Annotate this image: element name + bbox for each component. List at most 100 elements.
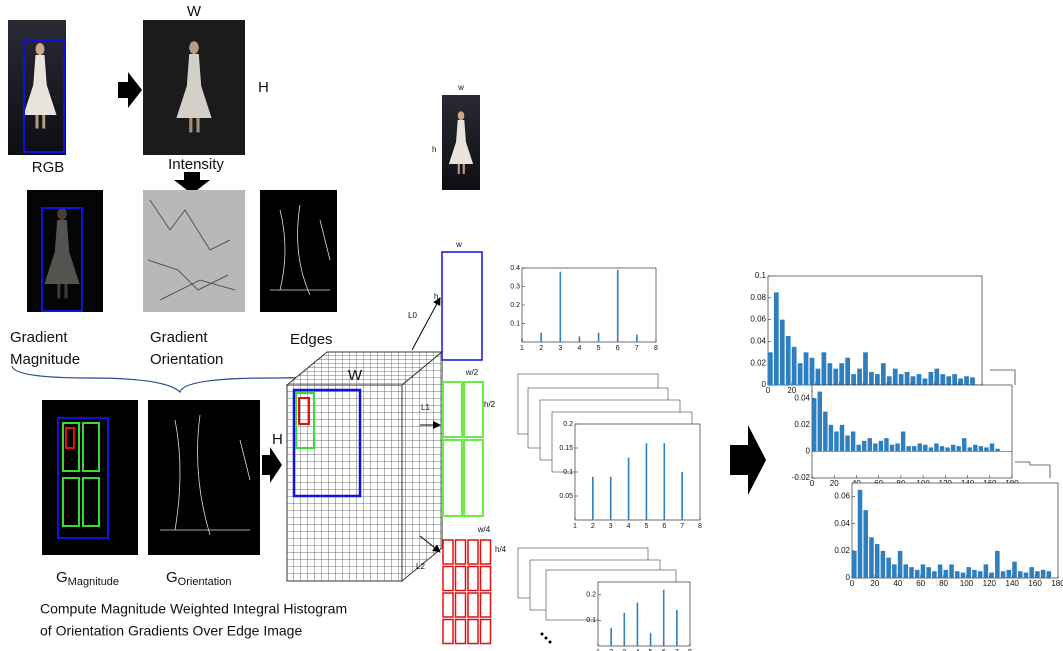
x-tick-label: 0 (766, 386, 771, 395)
bar (956, 446, 960, 451)
bar (792, 347, 797, 385)
y-tick-label: 0.4 (510, 265, 520, 272)
bar (951, 445, 955, 452)
l2-cell (443, 567, 453, 591)
bar (868, 438, 872, 451)
arrow (730, 425, 766, 495)
bar (1041, 570, 1046, 578)
x-tick-label: 6 (662, 523, 666, 530)
x-tick-label: 3 (609, 523, 613, 530)
bar (1018, 571, 1023, 578)
y-tick-label: 0.04 (834, 519, 850, 528)
l2-cell (468, 567, 478, 591)
bar (887, 376, 892, 385)
arrow (262, 447, 282, 483)
patch-image (442, 95, 480, 190)
bar (978, 571, 983, 578)
w-label: W (187, 3, 202, 20)
bar (904, 564, 909, 578)
x-tick-label: 6 (616, 345, 620, 352)
bar (857, 369, 862, 385)
bar (845, 358, 850, 385)
x-tick-label: 4 (577, 345, 581, 352)
y-tick-label: 0.15 (559, 445, 573, 452)
y-tick-label: 0 (806, 447, 811, 456)
bar (845, 435, 849, 451)
caption: of Orientation Gradients Over Edge Image (40, 623, 302, 639)
g-sub: Orientation (178, 576, 232, 588)
level-w: w (455, 240, 462, 249)
x-tick-label: 60 (916, 579, 925, 588)
bar (970, 377, 975, 385)
bar (610, 477, 612, 520)
x-tick-label: 20 (870, 579, 879, 588)
bar (610, 628, 612, 646)
l2-cell (468, 620, 478, 644)
g-orientation-image (148, 400, 260, 555)
bar (623, 613, 625, 646)
bar (961, 573, 966, 578)
bar (636, 335, 638, 342)
bar (1035, 571, 1040, 578)
caption: Compute Magnitude Weighted Integral Hist… (40, 601, 347, 617)
bar (995, 551, 1000, 578)
bar (834, 432, 838, 452)
bar (893, 369, 898, 385)
bar (926, 567, 931, 578)
gradient-magnitude-label: Gradient (10, 329, 68, 346)
bar (944, 570, 949, 578)
bar (884, 438, 888, 451)
g-magnitude-image (42, 400, 138, 555)
level-h: h (434, 292, 438, 301)
bar (901, 432, 905, 452)
bar (989, 573, 994, 578)
bar (598, 333, 600, 342)
bar (856, 445, 860, 452)
bar (646, 443, 648, 520)
g-main: G (56, 569, 68, 586)
bar (899, 374, 904, 385)
x-tick-label: 160 (1028, 579, 1042, 588)
bar (839, 363, 844, 385)
y-tick-label: 0.1 (586, 617, 596, 624)
l2-cell (481, 620, 491, 644)
bar (650, 633, 652, 646)
x-tick-label: 40 (893, 579, 902, 588)
ellipsis (541, 633, 552, 644)
y-tick-label: 0.1 (563, 469, 573, 476)
bar (945, 447, 949, 451)
gradient-magnitude-label: Magnitude (10, 351, 80, 368)
bar (898, 551, 903, 578)
l1-boxes (443, 382, 483, 516)
g-magnitude-label: GMagnitude (56, 569, 119, 588)
bar (628, 458, 630, 520)
y-tick-label: 0.04 (794, 393, 810, 402)
l2-cell (456, 620, 466, 644)
x-tick-label: 100 (960, 579, 974, 588)
bar (949, 564, 954, 578)
figure: RGB W H Intensity Gradient Magnitude Gra… (0, 0, 1063, 651)
edges-label: Edges (290, 331, 333, 348)
level-w: w/4 (477, 525, 491, 534)
bar (979, 446, 983, 451)
x-tick-label: 7 (680, 523, 684, 530)
rgb-label: RGB (32, 159, 65, 176)
bar (663, 443, 665, 520)
x-tick-label: 8 (698, 523, 702, 530)
bar (833, 369, 838, 385)
x-tick-label: 1 (520, 345, 524, 352)
level-w: w/2 (465, 368, 479, 377)
bar (858, 490, 863, 578)
bar (946, 376, 951, 385)
arrow (412, 298, 440, 350)
bar (852, 551, 857, 578)
x-tick-label: 4 (627, 523, 631, 530)
bar (952, 374, 957, 385)
bar (829, 425, 833, 452)
cube-h: H (272, 431, 283, 448)
bar (962, 438, 966, 451)
rgb-image (8, 20, 66, 155)
bar (617, 270, 619, 342)
l2-cell (468, 593, 478, 617)
y-tick-label: -0.02 (792, 473, 811, 482)
